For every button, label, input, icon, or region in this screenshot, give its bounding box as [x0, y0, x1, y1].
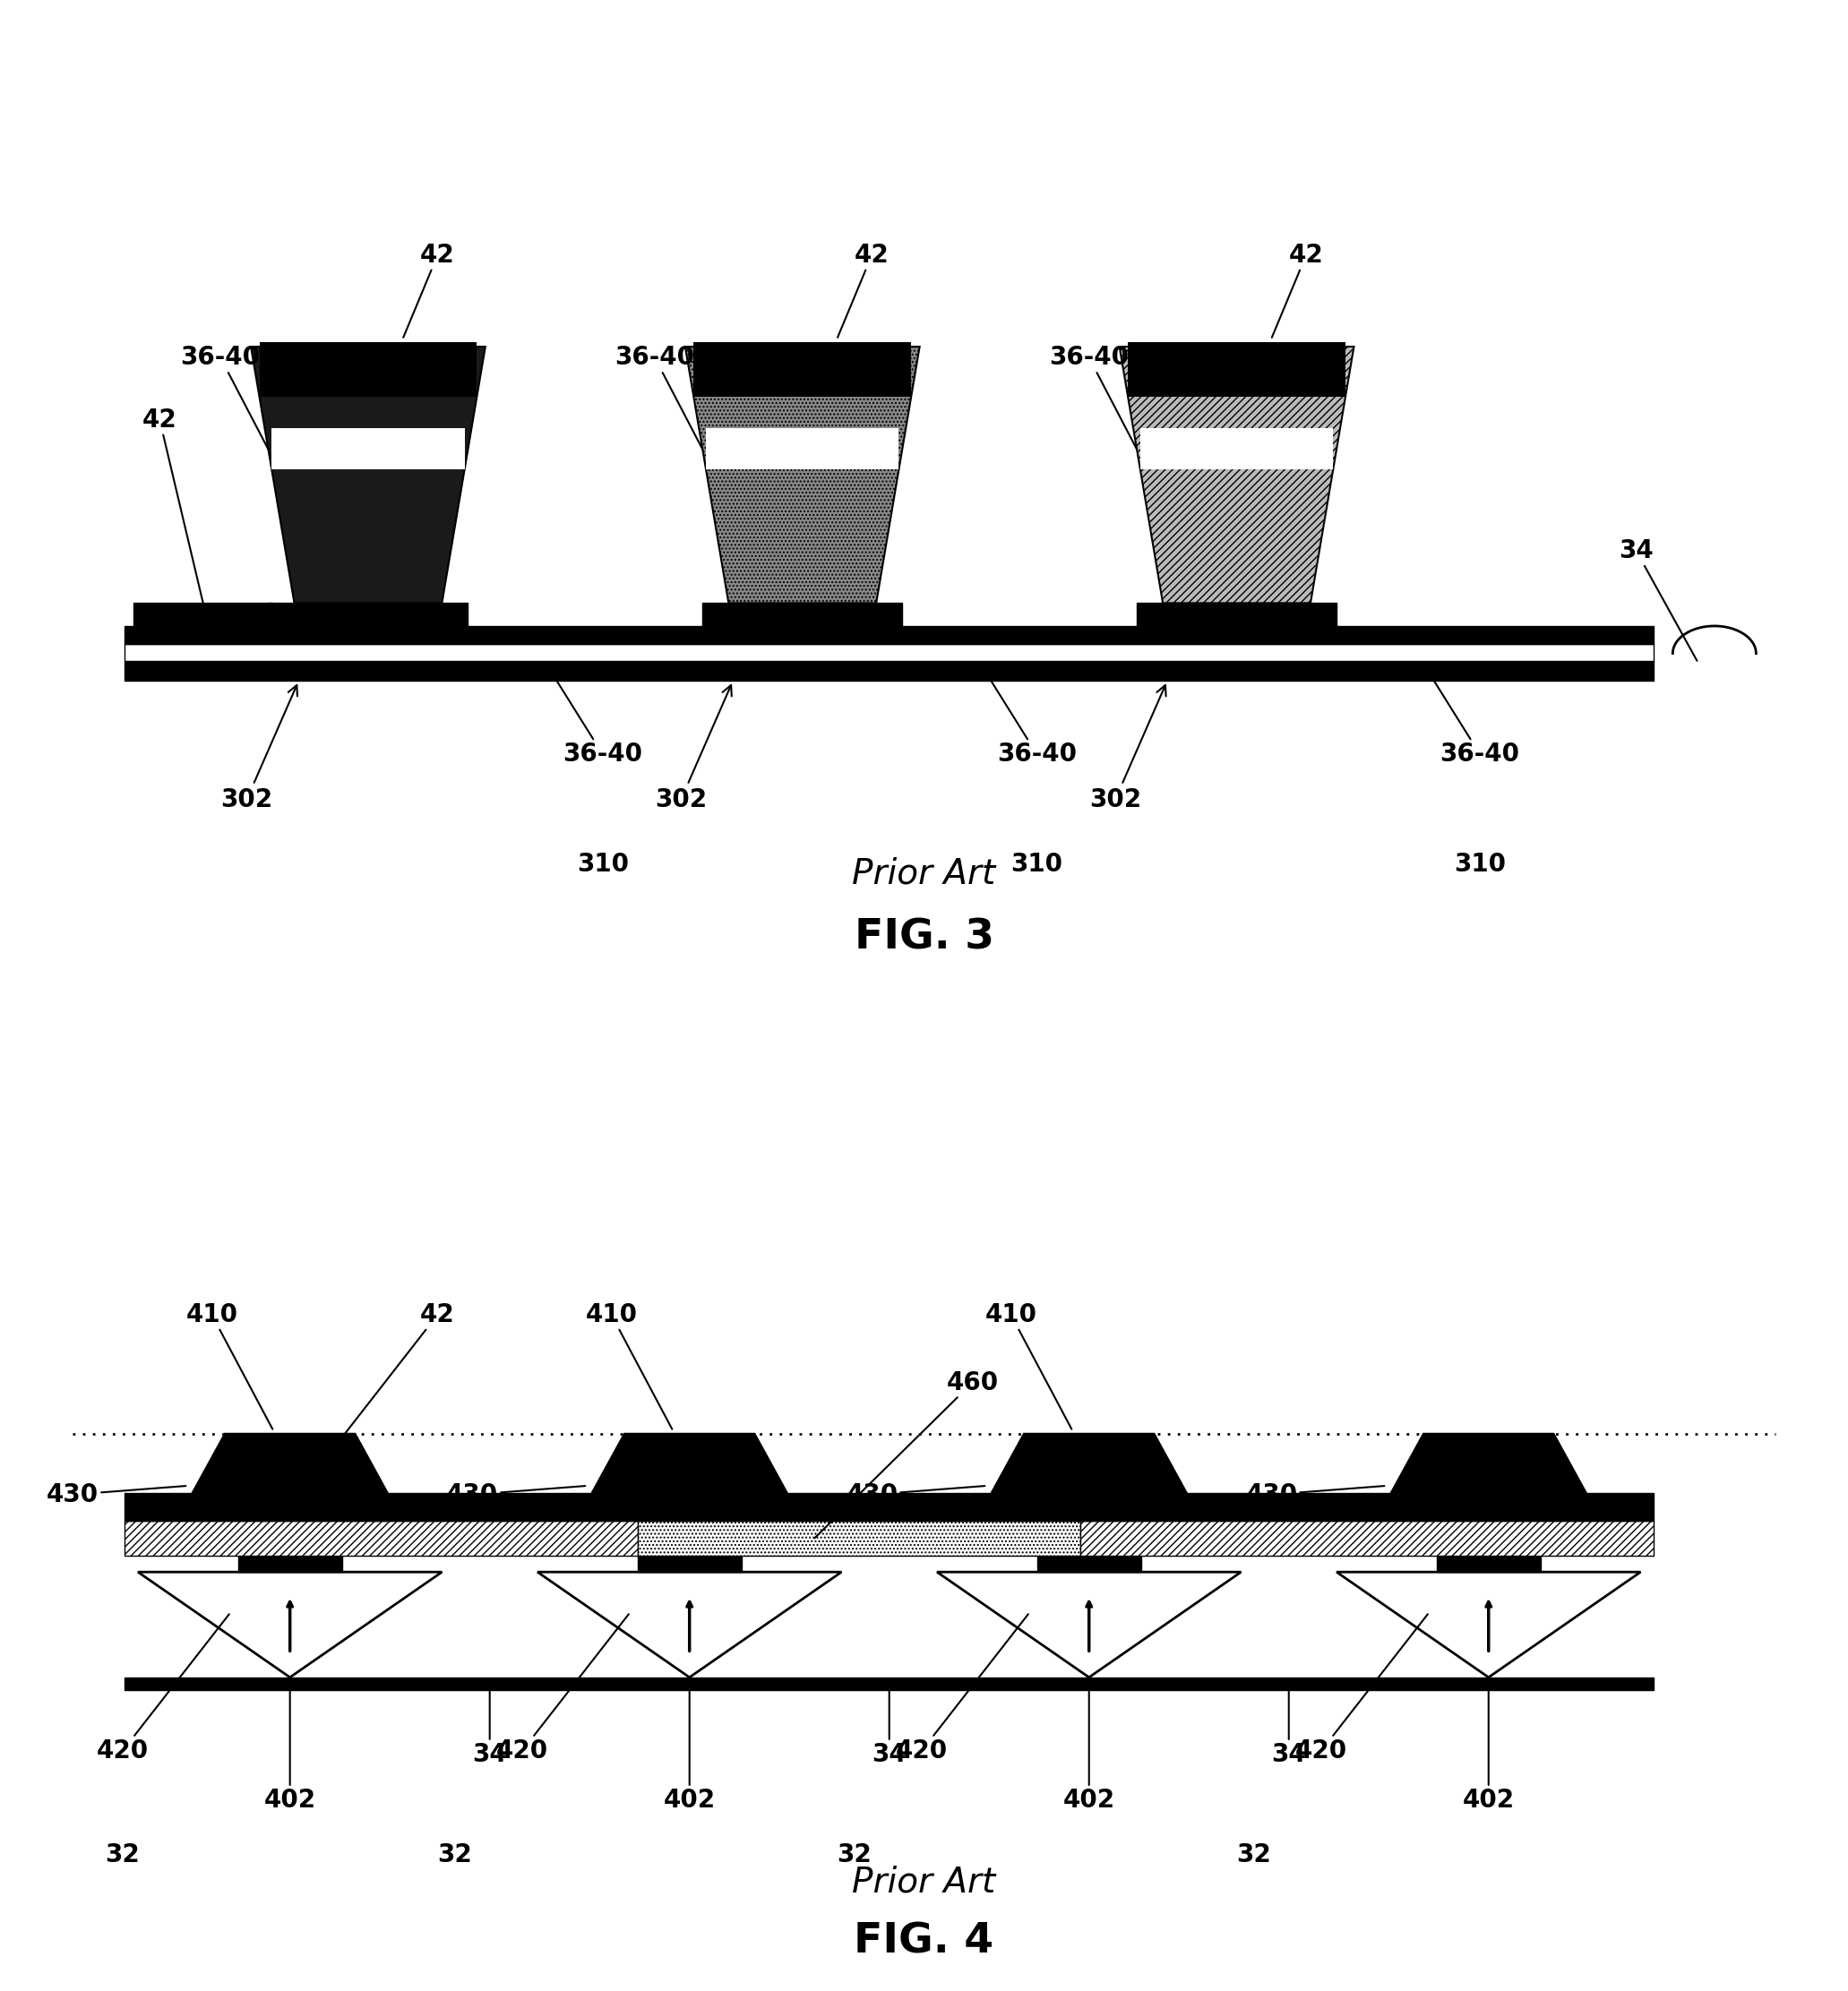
Text: 302: 302 [220, 685, 298, 812]
Bar [1140, 428, 1332, 470]
Text: 410: 410 [187, 1302, 274, 1430]
Text: 420: 420 [96, 1615, 229, 1764]
Text: 42: 42 [1271, 243, 1323, 336]
Text: 36-40: 36-40 [1050, 344, 1137, 450]
Bar [268, 603, 468, 625]
Text: 402: 402 [1462, 1684, 1515, 1812]
Bar [1436, 1555, 1541, 1573]
Bar [259, 342, 477, 396]
Text: 32: 32 [438, 1842, 473, 1868]
Text: 32: 32 [837, 1842, 872, 1868]
Bar [693, 342, 911, 396]
Text: 402: 402 [264, 1684, 316, 1812]
Text: 36-40: 36-40 [615, 344, 702, 450]
Text: 410: 410 [985, 1302, 1072, 1430]
Bar [126, 625, 1654, 645]
Text: 430: 430 [447, 1481, 586, 1507]
Text: 402: 402 [1063, 1684, 1114, 1812]
Text: 32: 32 [1236, 1842, 1271, 1868]
Bar [638, 1555, 741, 1573]
Text: Prior Art: Prior Art [852, 1866, 996, 1899]
Text: 32: 32 [105, 1842, 140, 1868]
Text: 310: 310 [1011, 852, 1063, 876]
Bar [702, 603, 902, 625]
Text: 430: 430 [846, 1481, 985, 1507]
Text: 302: 302 [654, 685, 732, 812]
Bar [133, 603, 274, 625]
Bar [126, 1676, 1654, 1690]
Text: 42: 42 [403, 243, 455, 336]
Bar [706, 428, 898, 470]
Text: Prior Art: Prior Art [852, 856, 996, 890]
Text: 34: 34 [1619, 538, 1696, 661]
Polygon shape [538, 1573, 841, 1676]
Text: FIG. 4: FIG. 4 [854, 1921, 994, 1963]
Text: 36-40: 36-40 [985, 671, 1077, 767]
Text: 42: 42 [837, 243, 889, 336]
Text: 42: 42 [338, 1302, 455, 1443]
Bar [1037, 1555, 1140, 1573]
Text: 420: 420 [896, 1615, 1027, 1764]
Text: 430: 430 [1246, 1481, 1384, 1507]
Bar [1081, 1521, 1654, 1555]
Bar [126, 1521, 638, 1555]
Text: 36-40: 36-40 [181, 344, 268, 450]
Polygon shape [1120, 346, 1355, 603]
Text: 36-40: 36-40 [1429, 671, 1519, 767]
Text: 420: 420 [497, 1615, 628, 1764]
Polygon shape [139, 1573, 442, 1676]
Bar [1127, 342, 1345, 396]
Text: 310: 310 [1454, 852, 1506, 876]
Text: 310: 310 [577, 852, 628, 876]
Text: FIG. 3: FIG. 3 [854, 918, 994, 958]
Bar [126, 661, 1654, 681]
Text: 42: 42 [142, 408, 203, 603]
Polygon shape [577, 1434, 802, 1521]
Text: 460: 460 [815, 1370, 998, 1539]
Text: 302: 302 [1088, 685, 1166, 812]
Text: 430: 430 [46, 1481, 185, 1507]
Polygon shape [251, 346, 486, 603]
Text: 36-40: 36-40 [551, 671, 643, 767]
Bar [638, 1521, 1081, 1555]
Text: 402: 402 [663, 1684, 715, 1812]
Text: 34: 34 [1271, 1684, 1307, 1766]
Polygon shape [1336, 1573, 1641, 1676]
Bar [238, 1555, 342, 1573]
Text: 410: 410 [586, 1302, 673, 1430]
Bar [272, 428, 464, 470]
Bar [126, 645, 1654, 661]
Bar [126, 1493, 1654, 1521]
Text: 420: 420 [1295, 1615, 1429, 1764]
Polygon shape [937, 1573, 1242, 1676]
Polygon shape [686, 346, 920, 603]
Text: 34: 34 [473, 1684, 506, 1766]
Text: 34: 34 [872, 1684, 907, 1766]
Polygon shape [1375, 1434, 1602, 1521]
Bar [1137, 603, 1336, 625]
Polygon shape [976, 1434, 1201, 1521]
Polygon shape [177, 1434, 403, 1521]
